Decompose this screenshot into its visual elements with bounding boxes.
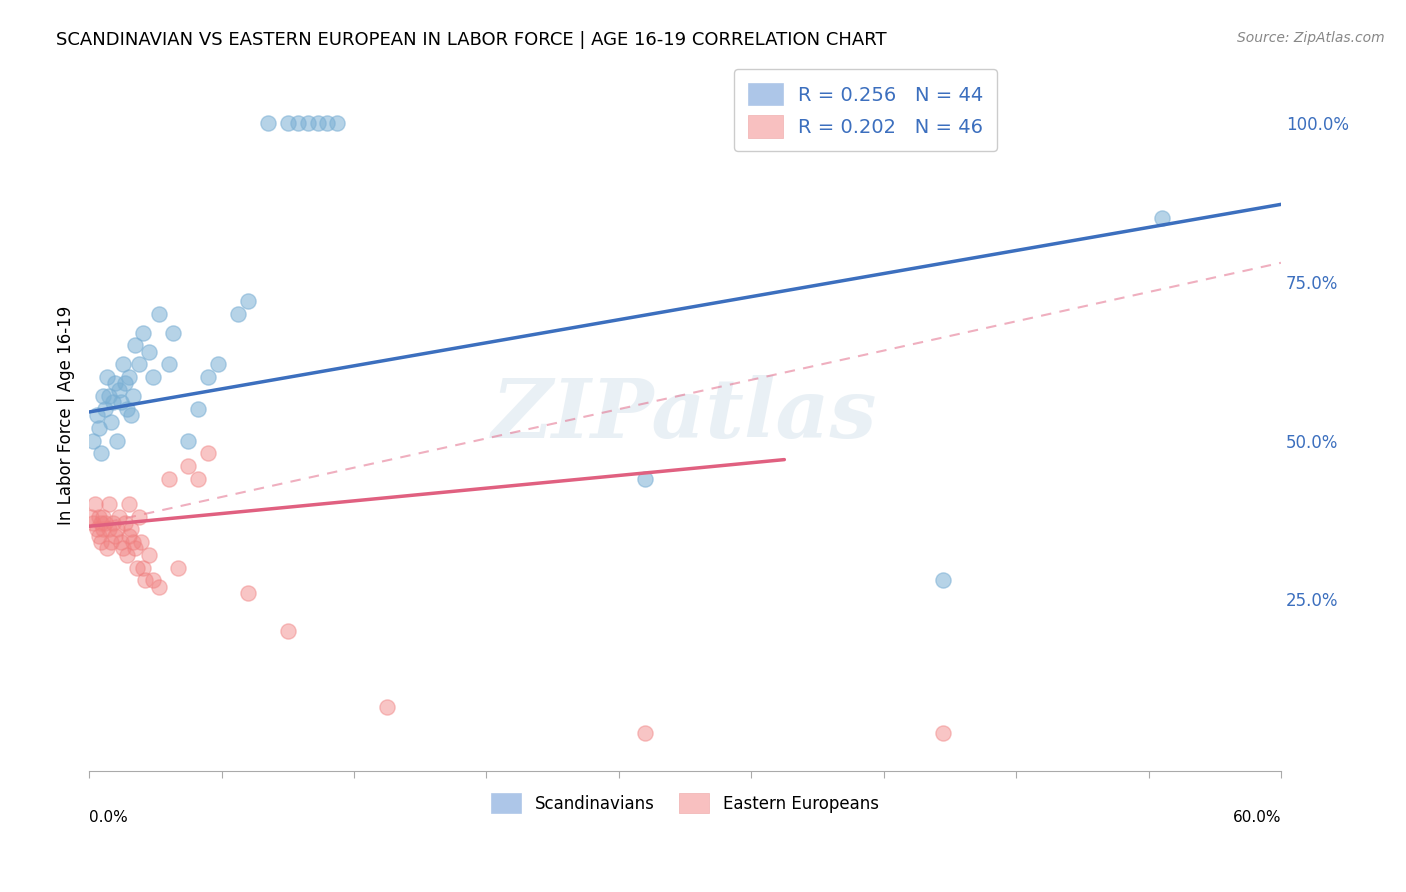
Point (197, 370, 219, 384)
Point (138, 548, 160, 562)
Point (121, 389, 143, 403)
Point (94, 516, 117, 530)
Point (148, 307, 170, 321)
Point (162, 326, 184, 340)
Point (634, 725, 657, 739)
Point (100, 535, 122, 549)
Point (120, 523, 142, 537)
Point (932, 573, 955, 587)
Point (297, 116, 319, 130)
Point (142, 573, 165, 587)
Point (187, 401, 209, 416)
Point (167, 560, 190, 574)
Point (1150, 211, 1173, 226)
Point (84, 497, 107, 511)
Text: ZIPatlas: ZIPatlas (492, 376, 877, 455)
Point (105, 523, 128, 537)
Point (277, 116, 299, 130)
Point (118, 497, 141, 511)
Point (197, 446, 219, 460)
Point (82, 516, 104, 530)
Point (375, 700, 398, 714)
Point (87, 421, 110, 435)
Point (97, 497, 120, 511)
Point (105, 434, 128, 448)
Point (87, 509, 110, 524)
Point (131, 326, 153, 340)
Point (104, 529, 127, 543)
Point (110, 535, 132, 549)
Point (257, 116, 280, 130)
Point (82, 434, 104, 448)
Point (177, 458, 200, 473)
Point (118, 529, 141, 543)
Point (80, 509, 103, 524)
Point (100, 415, 122, 429)
Point (104, 376, 127, 391)
Point (634, 472, 657, 486)
Point (128, 509, 150, 524)
Point (124, 338, 146, 352)
Point (111, 541, 134, 556)
Point (307, 116, 329, 130)
Text: SCANDINAVIAN VS EASTERN EUROPEAN IN LABOR FORCE | AGE 16-19 CORRELATION CHART: SCANDINAVIAN VS EASTERN EUROPEAN IN LABO… (56, 31, 887, 49)
Point (142, 370, 165, 384)
Point (91, 509, 114, 524)
Point (128, 357, 150, 371)
Point (932, 725, 955, 739)
Point (226, 307, 249, 321)
Point (97, 523, 120, 537)
Point (157, 472, 180, 486)
Point (97, 389, 120, 403)
Point (101, 516, 124, 530)
Point (108, 383, 131, 397)
Point (148, 580, 170, 594)
Text: 0.0%: 0.0% (89, 810, 128, 825)
Point (91, 523, 114, 537)
Text: Source: ZipAtlas.com: Source: ZipAtlas.com (1237, 31, 1385, 45)
Point (90, 535, 112, 549)
Point (111, 357, 134, 371)
Point (177, 434, 200, 448)
Y-axis label: In Labor Force | Age 16-19: In Labor Force | Age 16-19 (58, 306, 75, 524)
Point (129, 535, 152, 549)
Point (87, 529, 110, 543)
Point (207, 357, 229, 371)
Point (114, 516, 136, 530)
Point (120, 408, 142, 422)
Point (94, 401, 117, 416)
Point (138, 344, 160, 359)
Point (236, 293, 259, 308)
Point (114, 376, 136, 391)
Text: 60.0%: 60.0% (1233, 810, 1281, 825)
Point (326, 116, 349, 130)
Point (131, 560, 153, 574)
Point (96, 541, 118, 556)
Point (236, 586, 259, 600)
Point (134, 573, 156, 587)
Point (187, 472, 209, 486)
Legend: Scandinavians, Eastern Europeans: Scandinavians, Eastern Europeans (485, 787, 886, 819)
Point (316, 116, 339, 130)
Point (86, 408, 108, 422)
Point (118, 370, 141, 384)
Point (90, 446, 112, 460)
Point (121, 535, 143, 549)
Point (91, 389, 114, 403)
Point (90, 516, 112, 530)
Point (115, 548, 138, 562)
Point (287, 116, 309, 130)
Point (101, 395, 124, 409)
Point (110, 395, 132, 409)
Point (86, 523, 108, 537)
Point (157, 357, 180, 371)
Point (96, 370, 118, 384)
Point (115, 401, 138, 416)
Point (124, 541, 146, 556)
Point (277, 624, 299, 638)
Point (108, 509, 131, 524)
Point (125, 560, 148, 574)
